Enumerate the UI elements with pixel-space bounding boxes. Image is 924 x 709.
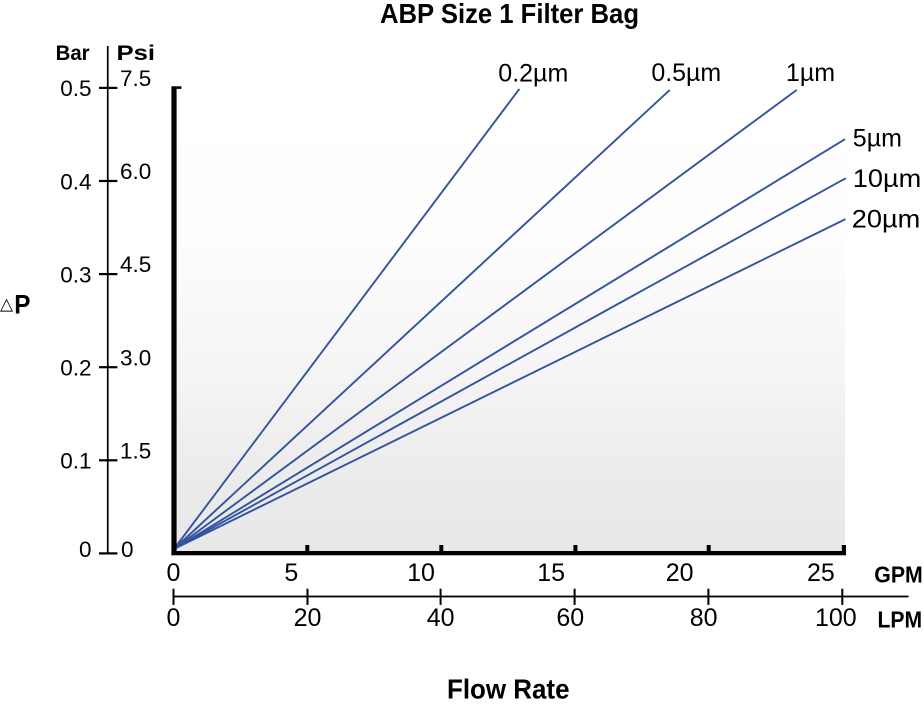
svg-text:ABP Size 1 Filter Bag: ABP Size 1 Filter Bag bbox=[380, 0, 639, 29]
svg-text:0.3: 0.3 bbox=[60, 262, 91, 287]
svg-text:0.1: 0.1 bbox=[60, 449, 91, 474]
svg-text:4.5: 4.5 bbox=[120, 252, 151, 277]
svg-text:0.2µm: 0.2µm bbox=[498, 59, 568, 87]
svg-text:0.2: 0.2 bbox=[60, 356, 91, 381]
svg-text:Psi: Psi bbox=[117, 41, 156, 65]
svg-text:40: 40 bbox=[427, 604, 455, 632]
svg-text:0: 0 bbox=[79, 537, 92, 562]
svg-text:10: 10 bbox=[407, 559, 435, 587]
svg-text:20: 20 bbox=[666, 559, 694, 587]
svg-text:80: 80 bbox=[690, 604, 718, 632]
svg-text:Bar: Bar bbox=[56, 41, 91, 65]
svg-text:3.0: 3.0 bbox=[120, 345, 151, 370]
svg-text:60: 60 bbox=[556, 604, 584, 632]
svg-text:0: 0 bbox=[167, 604, 181, 632]
svg-text:20: 20 bbox=[294, 604, 322, 632]
svg-text:△: △ bbox=[0, 294, 14, 313]
svg-text:0.5: 0.5 bbox=[60, 76, 91, 101]
svg-text:10µm: 10µm bbox=[853, 165, 922, 193]
svg-text:5µm: 5µm bbox=[853, 125, 902, 153]
svg-text:5: 5 bbox=[284, 559, 298, 587]
svg-text:GPM: GPM bbox=[874, 561, 923, 587]
svg-text:0.5µm: 0.5µm bbox=[651, 59, 721, 87]
svg-text:20µm: 20µm bbox=[852, 206, 921, 234]
svg-text:0.4: 0.4 bbox=[60, 169, 91, 194]
svg-text:0: 0 bbox=[167, 559, 181, 587]
svg-text:Flow Rate: Flow Rate bbox=[447, 674, 570, 705]
svg-text:25: 25 bbox=[807, 559, 835, 587]
svg-text:7.5: 7.5 bbox=[120, 66, 151, 91]
svg-text:15: 15 bbox=[537, 559, 565, 587]
svg-text:P: P bbox=[14, 290, 30, 320]
svg-text:1.5: 1.5 bbox=[120, 438, 151, 463]
svg-text:100: 100 bbox=[815, 604, 857, 632]
svg-text:1µm: 1µm bbox=[786, 59, 835, 87]
svg-text:6.0: 6.0 bbox=[120, 159, 151, 184]
svg-text:LPM: LPM bbox=[878, 606, 923, 632]
svg-text:0: 0 bbox=[121, 537, 134, 562]
